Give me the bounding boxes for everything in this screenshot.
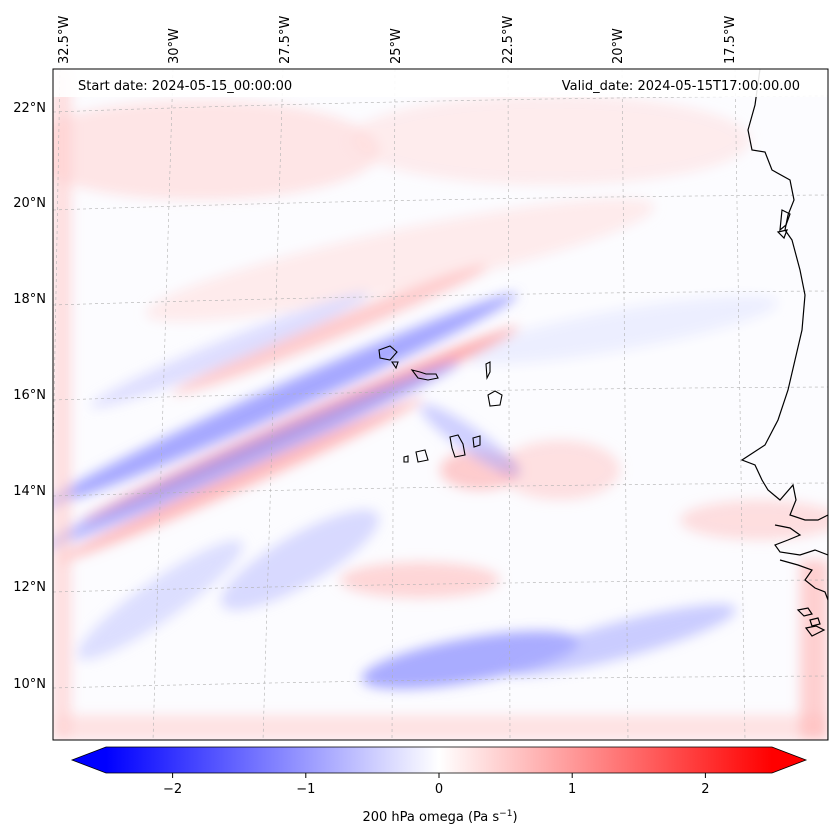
lon-label-17-5w: 17.5°W — [723, 16, 738, 64]
colorbar-label: 200 hPa omega (Pa s−1) — [362, 809, 517, 825]
map-panel: Start date: 2024-05-15_00:00:00 Valid_da… — [52, 68, 829, 741]
colorbar-tick-label: −2 — [163, 782, 182, 797]
santo-antao — [378, 345, 398, 361]
cape-verde-islands — [378, 345, 503, 463]
colorbar-outline — [70, 746, 808, 774]
lon-label-25w: 25°W — [389, 28, 404, 64]
colorbar-tick-label: 0 — [435, 782, 443, 797]
lat-label-16n: 16°N — [13, 388, 46, 403]
mauritania-bays — [776, 209, 791, 240]
colorbar-gradient — [106, 747, 772, 773]
lon-label-20w: 20°W — [611, 28, 626, 64]
boa-vista — [487, 390, 503, 407]
santiago — [449, 434, 466, 458]
colorbar-tick-label: 1 — [568, 782, 576, 797]
lon-label-30w: 30°W — [167, 28, 182, 64]
gambia-senegal — [774, 524, 828, 556]
colorbar-max-extend — [772, 747, 806, 773]
lat-label-20n: 20°N — [13, 196, 46, 211]
bijagos — [796, 607, 826, 637]
sao-nicolau — [410, 369, 439, 381]
lat-label-18n: 18°N — [13, 292, 46, 307]
colorbar-tick-label: 2 — [701, 782, 709, 797]
start-date-label: Start date: 2024-05-15_00:00:00 — [78, 79, 292, 94]
colorbar-label-exponent: −1 — [499, 809, 512, 819]
latitude-labels: 22°N 20°N 18°N 16°N 14°N 12°N 10°N — [13, 101, 46, 692]
colorbar-tick-label: −1 — [296, 782, 315, 797]
header-background — [53, 69, 828, 97]
colorbar-label-prefix: 200 hPa omega (Pa s — [362, 810, 499, 825]
lat-label-12n: 12°N — [13, 580, 46, 595]
lon-label-22-5w: 22.5°W — [501, 16, 516, 64]
colorbar-min-extend — [72, 747, 106, 773]
lon-label-27-5w: 27.5°W — [278, 16, 293, 64]
map-frame — [52, 68, 829, 741]
brava — [403, 455, 409, 463]
lat-label-10n: 10°N — [13, 677, 46, 692]
sal — [485, 361, 491, 381]
omega-field — [53, 69, 828, 740]
graticule — [53, 69, 828, 740]
longitude-labels: 32.5°W 30°W 27.5°W 25°W 22.5°W 20°W 17.5… — [57, 16, 738, 64]
colorbar-ticks: −2 −1 0 1 2 — [163, 773, 710, 797]
maio — [472, 435, 481, 448]
fogo — [415, 449, 429, 463]
lon-label-32-5w: 32.5°W — [57, 16, 72, 64]
coastlines — [740, 69, 828, 740]
valid-date-label: Valid_date: 2024-05-15T17:00:00.00 — [562, 79, 800, 94]
guinea-bissau — [779, 559, 828, 601]
lat-label-14n: 14°N — [13, 484, 46, 499]
colorbar-label-suffix: ) — [512, 810, 517, 825]
colorbar: −2 −1 0 1 2 200 hPa omega (Pa s−1) — [70, 746, 808, 825]
africa-coast — [740, 69, 828, 740]
lat-label-22n: 22°N — [13, 101, 46, 116]
sao-vicente — [390, 361, 399, 370]
